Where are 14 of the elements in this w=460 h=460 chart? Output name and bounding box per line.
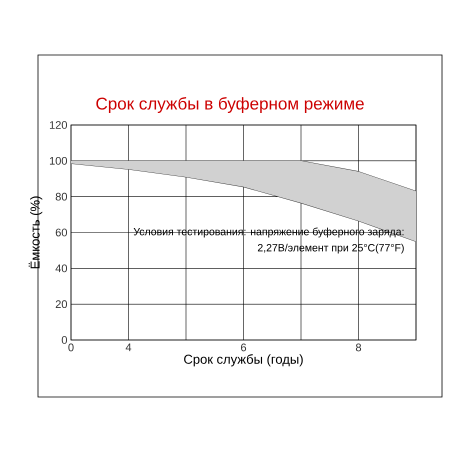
- y-tick-label: 80: [56, 192, 68, 201]
- y-tick-label: 120: [50, 121, 68, 129]
- y-tick-label: 40: [55, 264, 68, 272]
- y-tick-label: 20: [56, 300, 68, 308]
- y-tick-label: 60: [56, 228, 68, 236]
- x-axis-title: Срок службы (годы): [184, 354, 303, 366]
- x-tick-label: 6: [241, 344, 246, 352]
- x-tick-label: 8: [356, 344, 362, 352]
- y-tick-label: 0: [62, 336, 68, 344]
- x-tick-label: 0: [68, 344, 74, 352]
- chart-title: Срок службы в буферном режиме: [96, 96, 364, 113]
- y-axis-title: Ёмкость (%): [28, 196, 42, 268]
- x-tick-label: 4: [126, 344, 132, 352]
- y-tick-label: 100: [50, 156, 68, 165]
